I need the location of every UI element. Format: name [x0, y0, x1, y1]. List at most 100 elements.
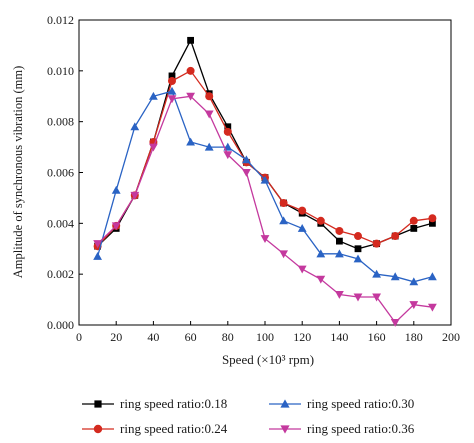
data-point — [167, 86, 177, 95]
x-tick-label: 20 — [110, 330, 122, 344]
data-point — [335, 290, 344, 299]
legend-entry-2: ring speed ratio:0.24 — [82, 421, 228, 436]
data-point — [429, 219, 436, 227]
legend-label: ring speed ratio:0.30 — [307, 396, 414, 411]
data-point — [167, 95, 177, 104]
data-point — [149, 143, 158, 152]
x-axis-label: Speed (×10³ rpm) — [222, 352, 314, 367]
legend-marker — [94, 400, 102, 408]
data-point — [186, 137, 195, 146]
data-point — [297, 265, 307, 274]
data-point — [223, 127, 232, 136]
data-point — [279, 250, 288, 259]
legend-label: ring speed ratio:0.36 — [307, 421, 415, 436]
data-point — [428, 303, 437, 312]
data-point — [93, 240, 102, 249]
series-line — [97, 69, 433, 247]
data-point — [242, 155, 251, 164]
x-tick-label: 100 — [256, 330, 274, 344]
series-line — [97, 95, 433, 324]
series-4 — [93, 92, 437, 327]
data-point — [111, 185, 121, 194]
series-1 — [94, 36, 436, 253]
y-tick-label: 0.000 — [47, 318, 74, 332]
x-tick-label: 40 — [147, 330, 159, 344]
data-point — [149, 91, 158, 100]
data-point — [353, 293, 363, 302]
legend-label: ring speed ratio:0.24 — [120, 421, 228, 436]
series-3 — [93, 86, 437, 286]
series-line — [97, 38, 433, 250]
legend-marker — [280, 399, 290, 408]
legend-marker — [93, 424, 103, 434]
data-point — [354, 245, 362, 253]
data-point — [316, 275, 326, 284]
x-tick-label: 160 — [368, 330, 386, 344]
series-layer — [93, 36, 437, 327]
data-point — [335, 249, 344, 258]
data-point — [335, 226, 344, 235]
y-axis-label: Amplitude of synchronous vibration (mm) — [11, 66, 25, 278]
data-point — [186, 66, 195, 75]
x-tick-label: 140 — [330, 330, 348, 344]
data-point — [187, 36, 194, 44]
data-point — [409, 277, 419, 286]
data-point — [316, 216, 325, 225]
y-tick-label: 0.008 — [47, 115, 74, 129]
data-point — [224, 123, 232, 131]
series-2 — [93, 66, 437, 251]
legend-label: ring speed ratio:0.18 — [120, 396, 227, 411]
data-point — [204, 142, 214, 151]
data-point — [297, 224, 307, 232]
data-point — [168, 72, 176, 80]
data-point — [428, 272, 437, 281]
x-tick-label: 80 — [222, 330, 234, 344]
data-point — [298, 206, 307, 215]
data-point — [93, 251, 102, 260]
data-point — [391, 232, 400, 241]
data-point — [279, 216, 288, 225]
x-tick-label: 180 — [405, 330, 423, 344]
data-point — [111, 222, 121, 231]
data-point — [242, 168, 251, 177]
legend-entry-3: ring speed ratio:0.30 — [269, 396, 414, 411]
data-point — [316, 249, 326, 258]
data-point — [372, 269, 381, 278]
data-point — [204, 110, 214, 119]
data-point — [130, 191, 140, 200]
y-tick-label: 0.010 — [47, 64, 74, 78]
data-point — [353, 254, 363, 263]
data-point — [260, 175, 270, 184]
legend-entry-1: ring speed ratio:0.18 — [82, 396, 227, 411]
data-point — [279, 199, 288, 207]
data-point — [168, 77, 176, 85]
axes: 0 20 40 60 80 100 120 140 160 180 200 0.000 0.002 0.0… — [47, 13, 460, 344]
y-tick-label: 0.004 — [47, 216, 74, 230]
y-tick-label: 0.012 — [47, 13, 74, 27]
x-tick-label: 200 — [442, 330, 460, 344]
data-point — [260, 235, 270, 243]
y-tick-label: 0.006 — [47, 166, 74, 180]
data-point — [372, 293, 381, 302]
x-tick-label: 120 — [293, 330, 311, 344]
data-point — [336, 237, 343, 245]
data-point — [428, 214, 437, 223]
data-point — [354, 232, 362, 241]
series-line — [96, 90, 433, 283]
data-point — [130, 122, 140, 131]
x-tick-label: 0 — [76, 330, 82, 344]
legend-marker — [280, 425, 290, 434]
data-point — [410, 225, 418, 232]
data-point — [409, 301, 419, 310]
data-point — [186, 92, 195, 101]
legend: ring speed ratio:0.18 ring speed ratio:0.… — [82, 396, 415, 436]
data-point — [372, 239, 381, 248]
legend-entry-4: ring speed ratio:0.36 — [269, 421, 415, 436]
data-point — [223, 151, 233, 160]
data-point — [390, 318, 400, 327]
data-point — [390, 272, 400, 281]
y-tick-label: 0.002 — [47, 267, 74, 281]
x-tick-label: 60 — [185, 330, 197, 344]
data-point — [409, 216, 418, 225]
